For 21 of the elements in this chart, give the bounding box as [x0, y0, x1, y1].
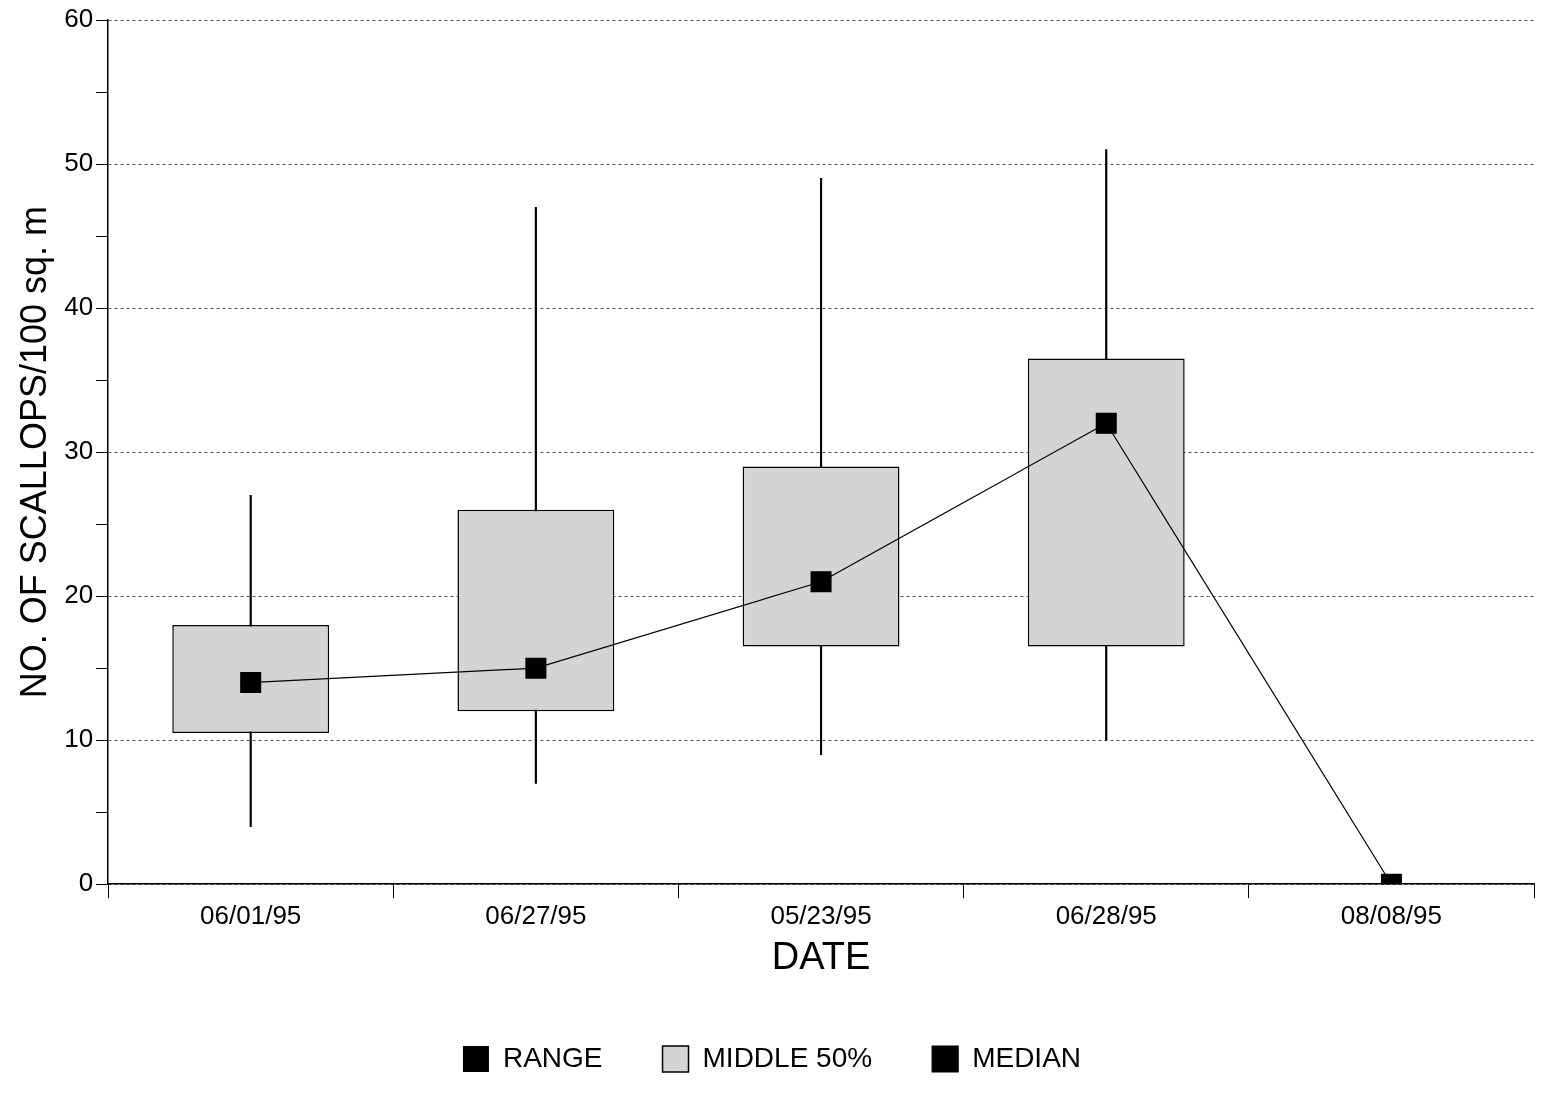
x-tick-label: 06/27/95: [485, 899, 587, 930]
x-tick-label: 06/28/95: [1055, 899, 1157, 930]
x-tick-label: 06/01/95: [200, 899, 302, 930]
x-tick-label: 08/08/95: [1340, 899, 1443, 930]
y-tick-label: 30: [64, 435, 94, 466]
legend-label: MEDIAN: [972, 1041, 1082, 1073]
point: [240, 672, 262, 694]
y-tick-label: 10: [64, 723, 94, 754]
x-axis-title: DATE: [771, 934, 871, 977]
x-tick-label: 05/23/95: [770, 899, 872, 930]
point: [525, 657, 547, 679]
legend-label: RANGE: [502, 1041, 603, 1073]
legend-label: MIDDLE 50%: [702, 1041, 873, 1073]
y-axis-title: NO. OF SCALLOPS/100 sq. m: [12, 206, 54, 699]
y-tick-label: 20: [64, 579, 94, 610]
y-tick-label: 60: [64, 3, 94, 34]
y-tick-label: 40: [64, 291, 94, 322]
y-tick-label: 50: [64, 147, 94, 178]
y-tick-label: 0: [78, 867, 94, 898]
point: [810, 571, 832, 593]
point: [1095, 412, 1117, 434]
